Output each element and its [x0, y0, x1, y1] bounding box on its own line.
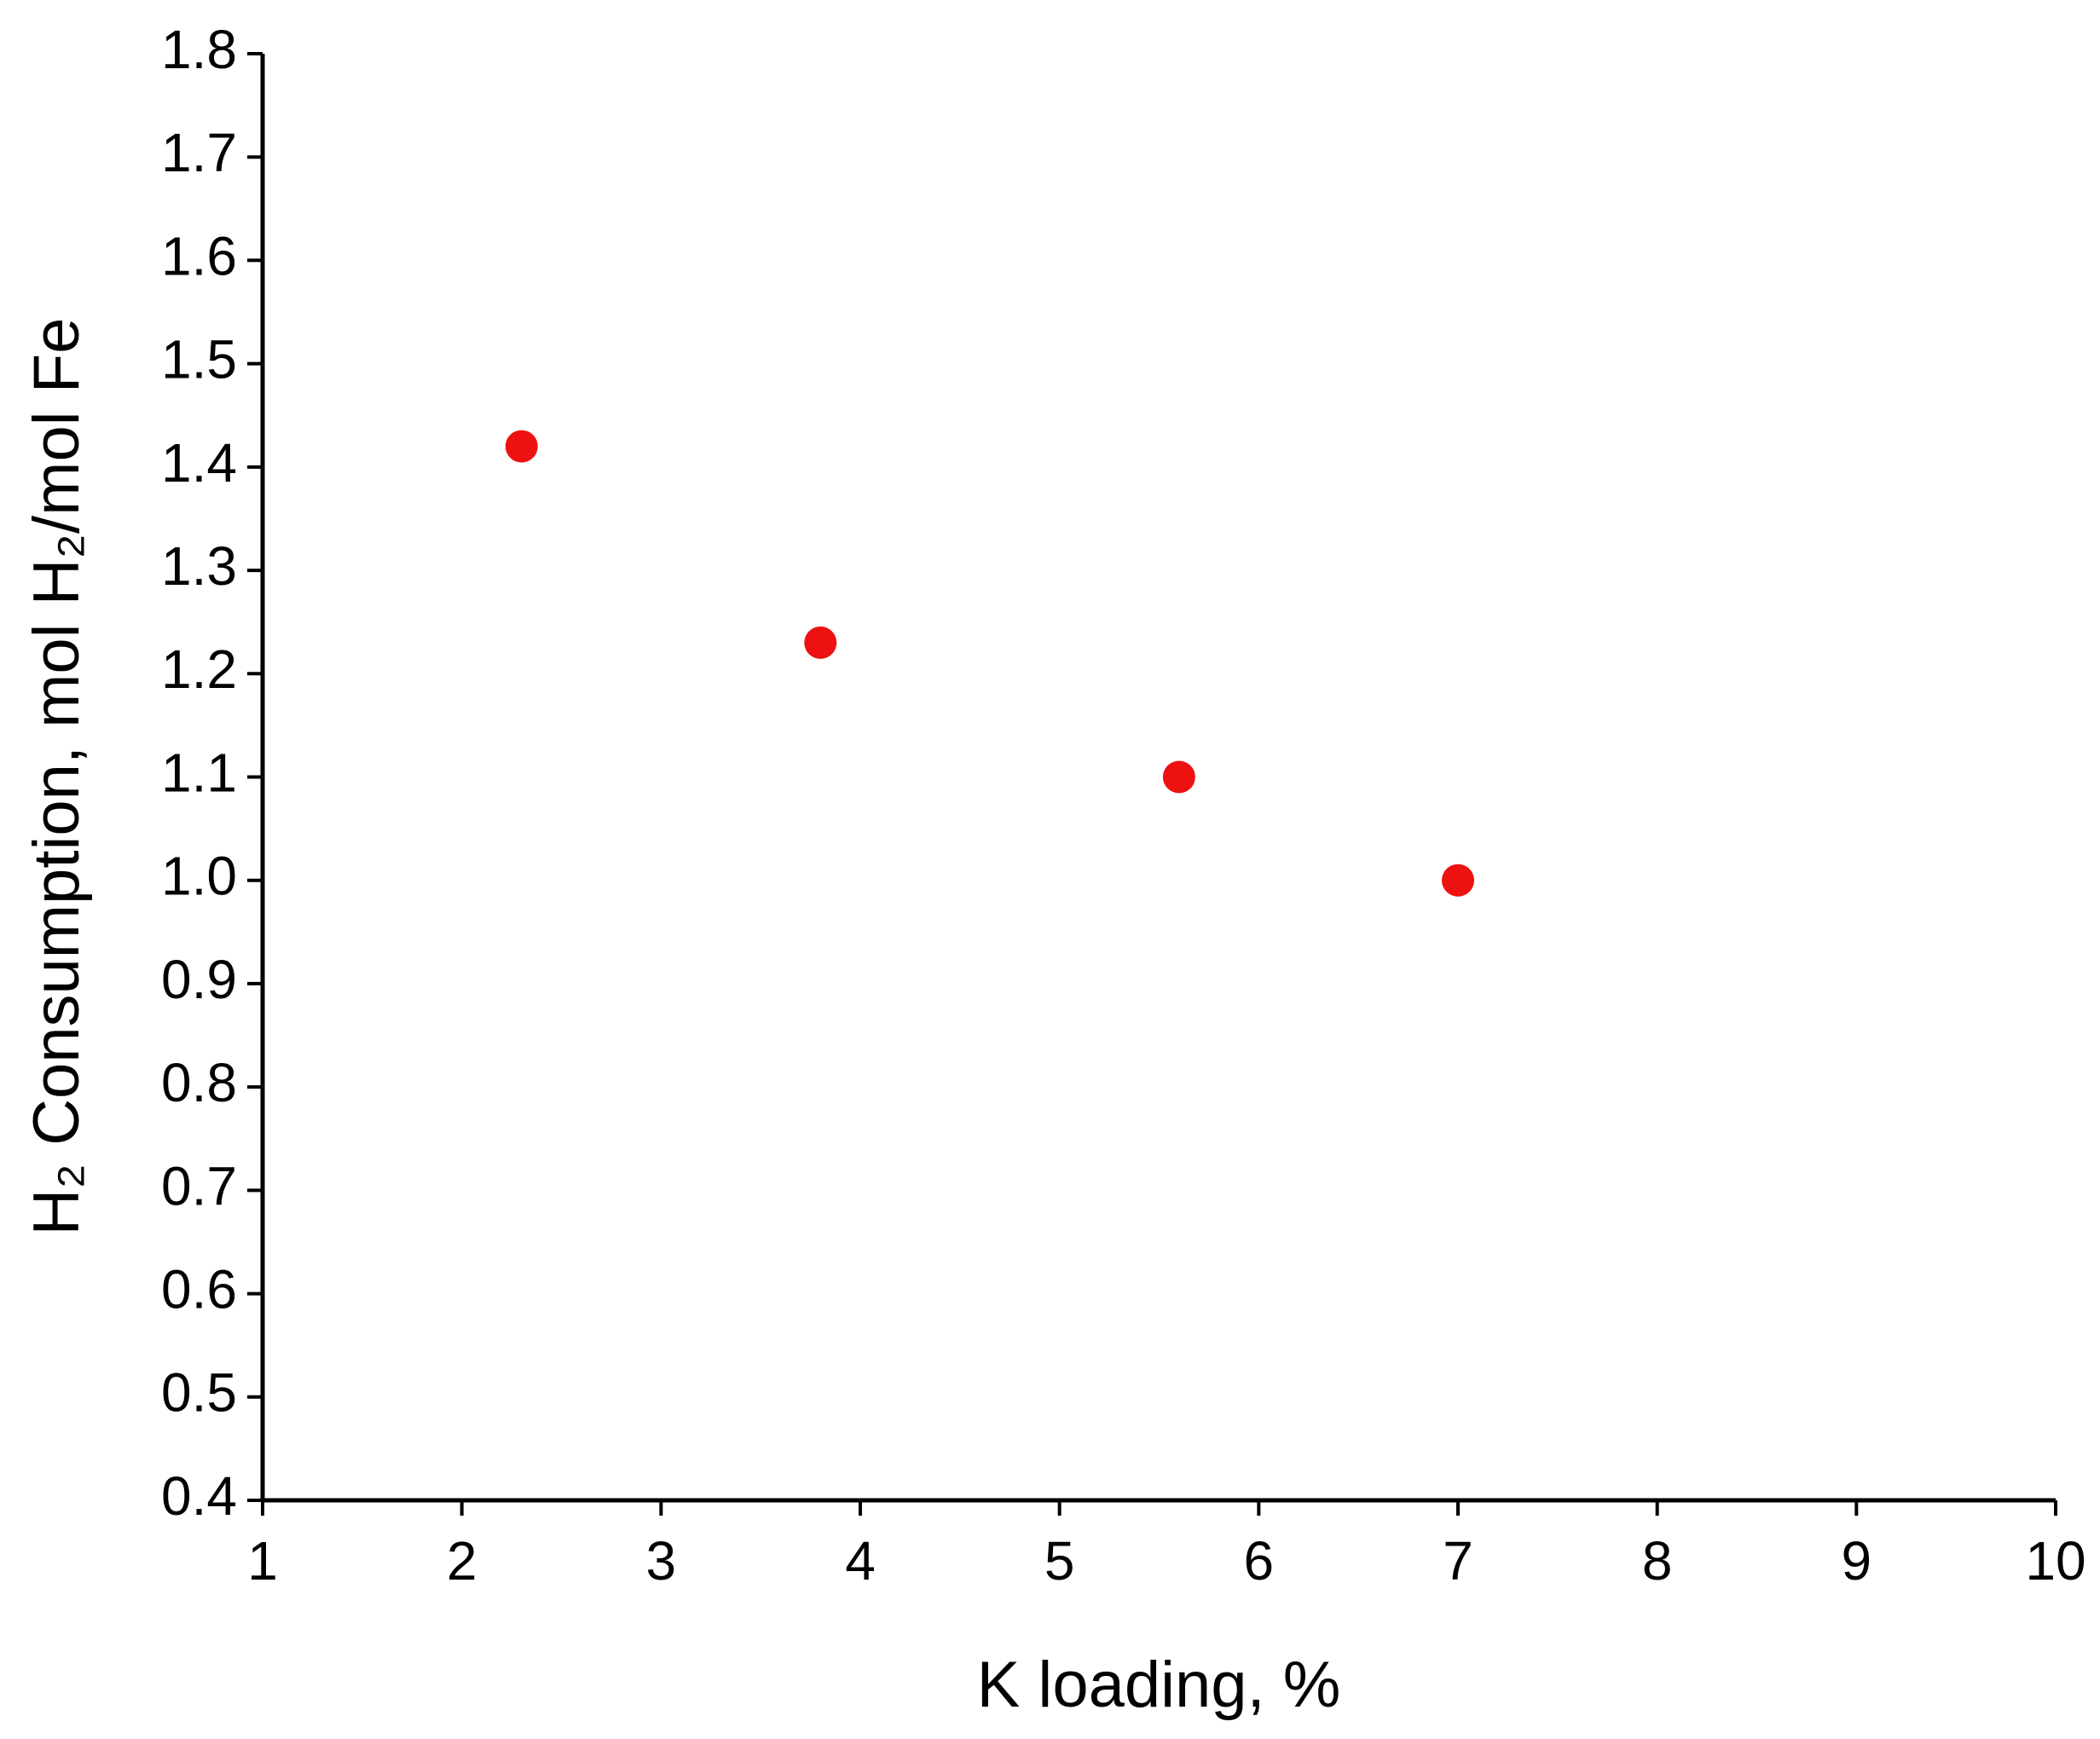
data-point — [1162, 760, 1195, 794]
x-tick-label: 9 — [1842, 1530, 1872, 1592]
y-tick-label: 0.4 — [161, 1465, 237, 1527]
y-tick-label: 0.8 — [161, 1052, 237, 1113]
y-tick-label: 1.0 — [161, 846, 237, 907]
data-point — [1442, 864, 1474, 897]
x-tick-label: 1 — [247, 1530, 278, 1592]
x-tick-label: 6 — [1244, 1530, 1275, 1592]
y-tick-label: 1.2 — [161, 638, 237, 700]
x-tick-label: 2 — [447, 1530, 477, 1592]
y-tick-label: 1.4 — [161, 432, 237, 494]
y-tick-label: 0.5 — [161, 1362, 237, 1424]
y-tick-label: 1.6 — [161, 225, 237, 286]
y-tick-label: 1.5 — [161, 329, 237, 390]
data-point — [505, 430, 538, 463]
y-tick-label: 1.1 — [161, 742, 237, 803]
y-tick-label: 1.8 — [161, 19, 237, 80]
y-tick-label: 1.3 — [161, 535, 237, 597]
y-tick-label: 0.9 — [161, 949, 237, 1010]
y-tick-label: 1.7 — [161, 122, 237, 183]
x-tick-label: 10 — [2025, 1530, 2086, 1592]
x-axis-title: K loading, % — [977, 1649, 1341, 1721]
y-axis-title: H₂ Consumption, mol H₂/mol Fe — [20, 318, 93, 1236]
y-tick-label: 0.7 — [161, 1155, 237, 1216]
y-tick-label: 0.6 — [161, 1258, 237, 1320]
x-tick-label: 5 — [1044, 1530, 1075, 1592]
x-tick-label: 7 — [1443, 1530, 1473, 1592]
x-tick-label: 4 — [845, 1530, 876, 1592]
data-point — [804, 626, 837, 659]
x-tick-label: 3 — [646, 1530, 677, 1592]
x-tick-label: 8 — [1642, 1530, 1673, 1592]
